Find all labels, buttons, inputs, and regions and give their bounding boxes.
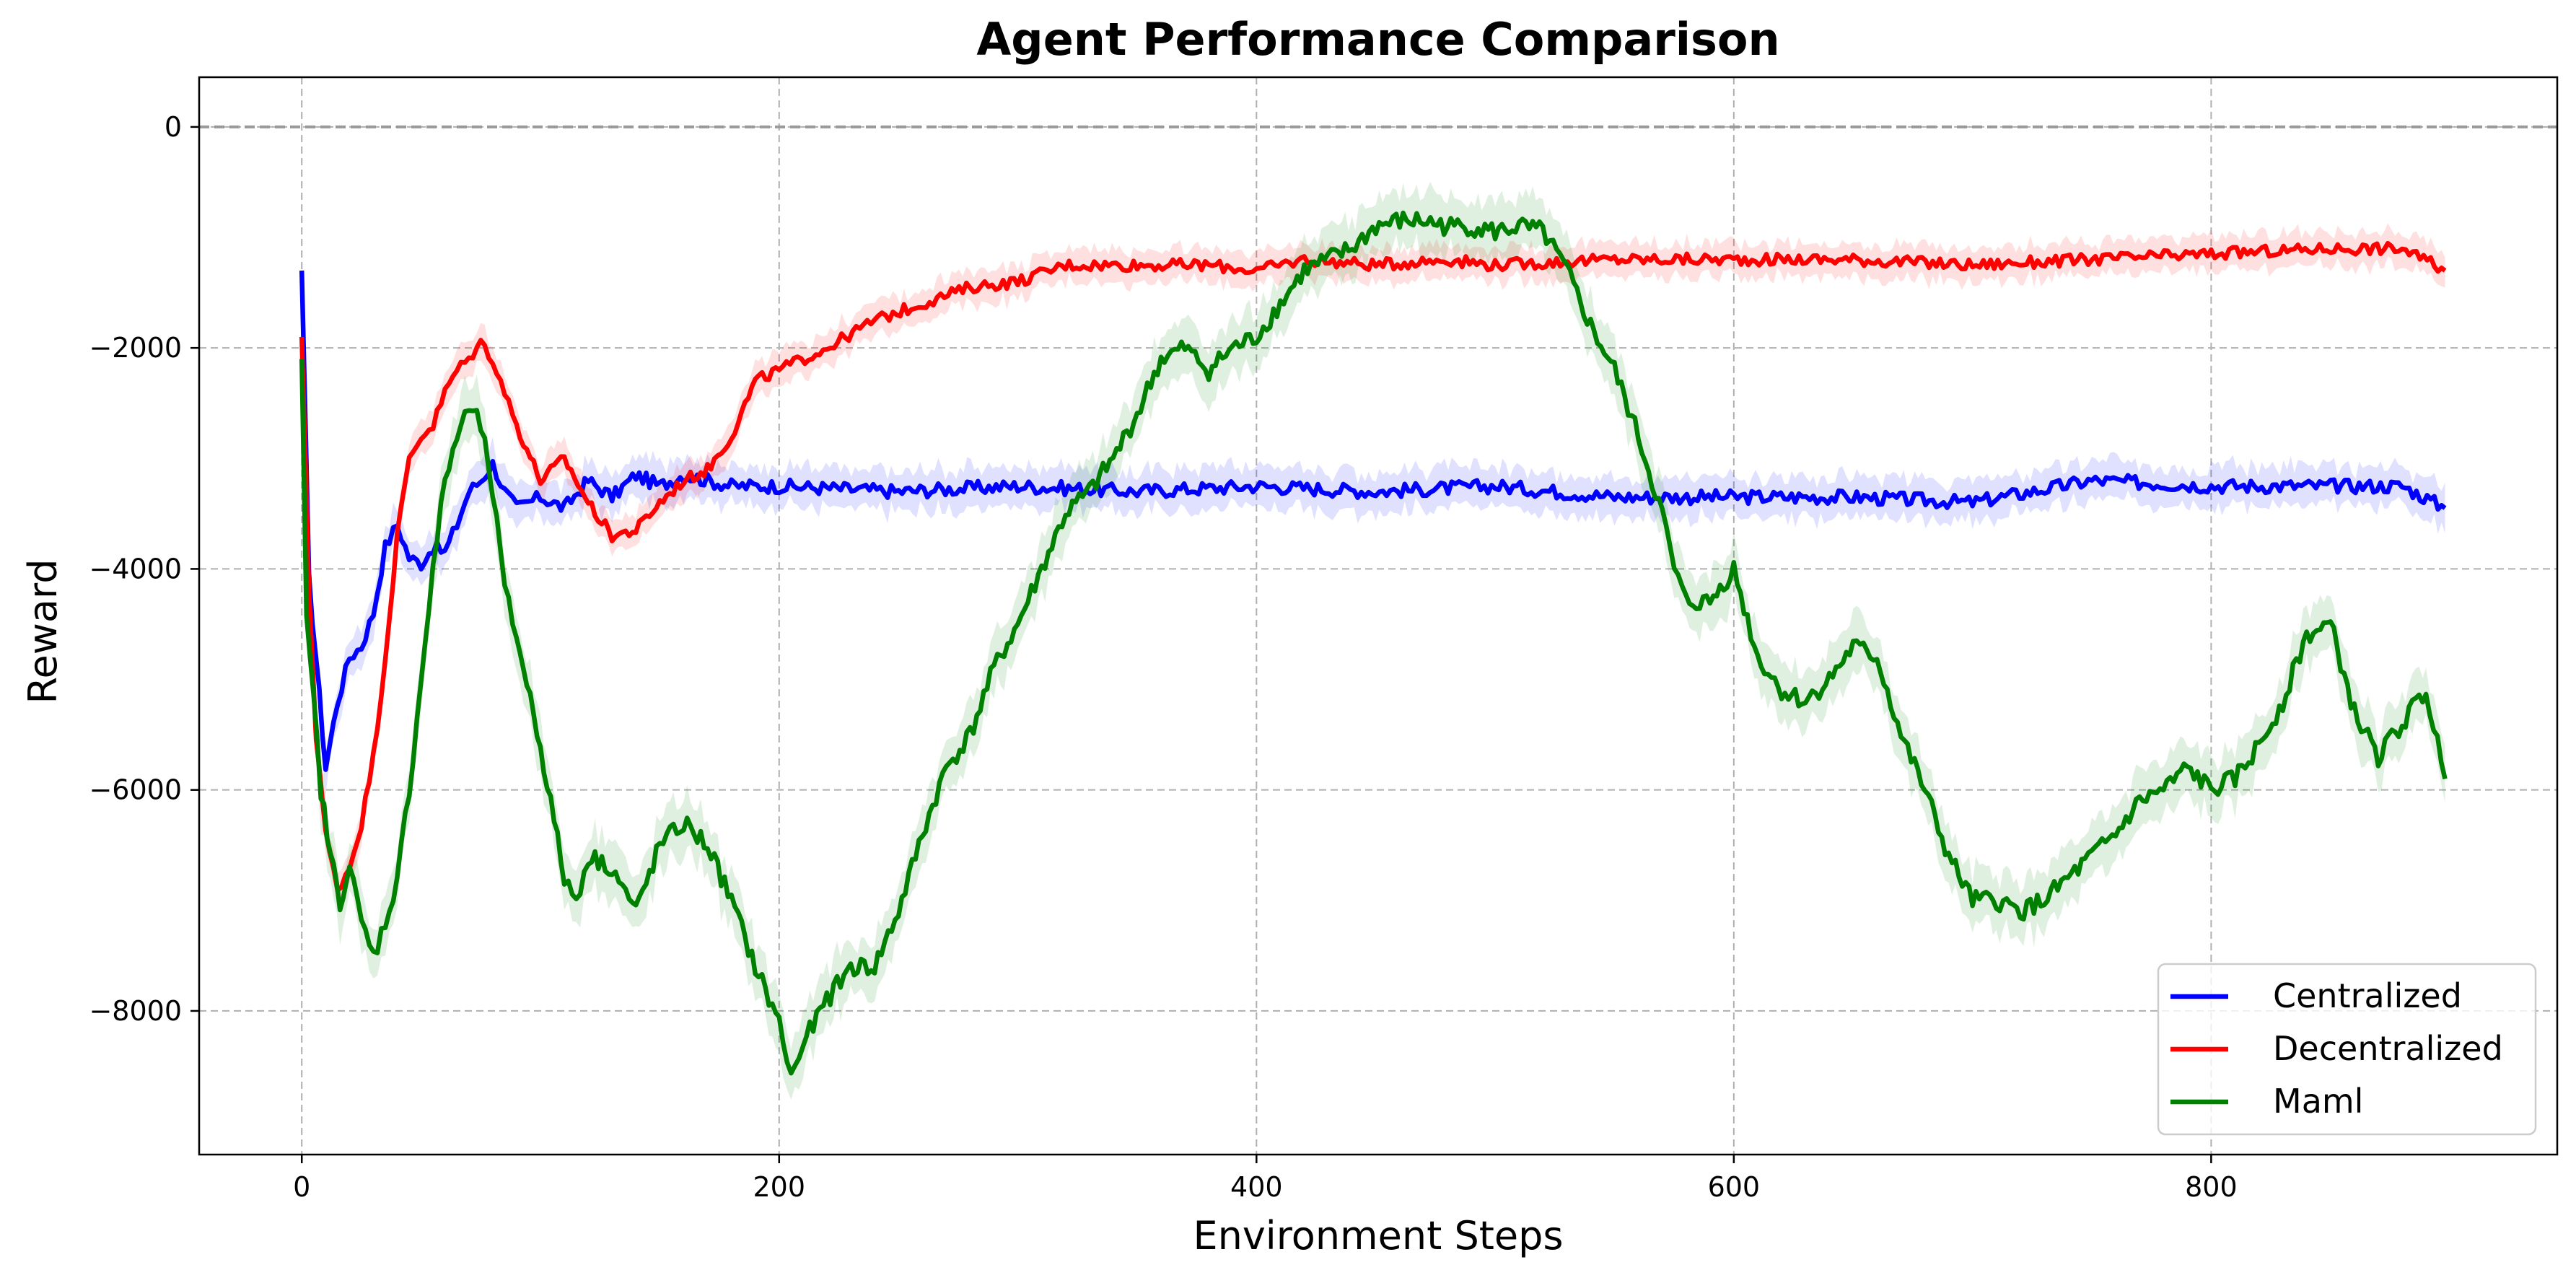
- plot-frame: [198, 76, 2559, 1156]
- legend-label: Decentralized: [2273, 1029, 2503, 1068]
- chart-title: Agent Performance Comparison: [976, 13, 1779, 66]
- series-lines: [299, 210, 2448, 1076]
- legend-label: Centralized: [2273, 976, 2462, 1015]
- x-tick-label: 200: [753, 1171, 806, 1203]
- legend-label: Maml: [2273, 1082, 2363, 1121]
- x-tick-label: 800: [2185, 1171, 2238, 1203]
- y-tick-label: −4000: [89, 553, 182, 584]
- y-tick-label: −8000: [89, 995, 182, 1027]
- legend: Centralized Decentralized Maml: [2157, 963, 2537, 1136]
- y-axis-ticks: 0 −2000 −4000 −6000 −8000: [89, 111, 199, 1027]
- x-tick-label: 0: [293, 1171, 310, 1203]
- y-tick-label: 0: [165, 111, 182, 143]
- y-tick-label: −2000: [89, 332, 182, 364]
- y-tick-label: −6000: [89, 774, 182, 806]
- x-axis-label: Environment Steps: [1193, 1213, 1563, 1258]
- x-tick-label: 600: [1708, 1171, 1761, 1203]
- legend-items: Centralized Decentralized Maml: [2170, 976, 2503, 1121]
- series-line-decentralized: [299, 240, 2447, 893]
- legend-frame: [2157, 963, 2537, 1136]
- y-axis-label: Reward: [20, 559, 66, 704]
- x-axis-ticks: 0 200 400 600 800: [293, 1155, 2238, 1203]
- series-line-maml: [299, 210, 2448, 1076]
- series-line-centralized: [299, 270, 2447, 772]
- x-tick-label: 400: [1230, 1171, 1283, 1203]
